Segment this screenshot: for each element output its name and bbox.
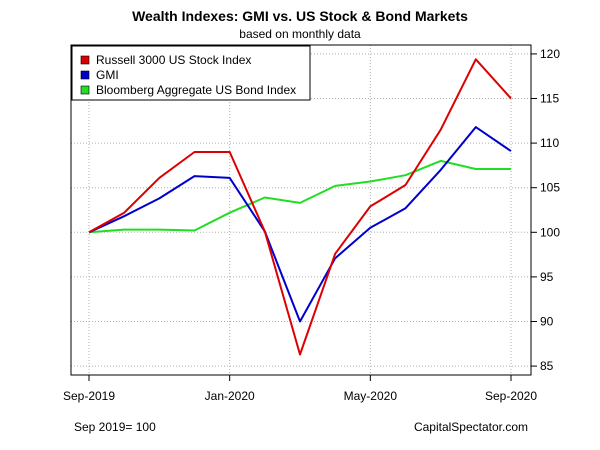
legend-label: Bloomberg Aggregate US Bond Index — [96, 83, 296, 97]
legend-swatch — [80, 85, 90, 95]
x-tick-label: Sep-2019 — [63, 389, 115, 403]
x-tick-label: May-2020 — [344, 389, 398, 403]
y-tick-label: 105 — [540, 181, 560, 195]
legend: Russell 3000 US Stock IndexGMIBloomberg … — [71, 45, 311, 101]
series-line — [88, 58, 512, 356]
plot-frame — [70, 44, 532, 376]
x-tick-label: Sep-2020 — [485, 389, 537, 403]
y-tick-label: 100 — [540, 225, 560, 239]
y-tick-label: 110 — [540, 136, 559, 150]
legend-swatch — [80, 55, 90, 65]
series-line — [88, 159, 511, 234]
x-tick-label: Jan-2020 — [205, 389, 255, 403]
legend-label: GMI — [96, 68, 119, 82]
series-line — [88, 126, 512, 323]
y-tick-label: 85 — [540, 359, 554, 373]
chart-subtitle: based on monthly data — [239, 27, 361, 41]
y-tick-label: 120 — [540, 47, 560, 61]
y-tick-label: 90 — [540, 314, 554, 328]
baseline-note: Sep 2019= 100 — [74, 420, 156, 434]
legend-label: Russell 3000 US Stock Index — [96, 53, 251, 67]
y-tick-label: 115 — [540, 92, 559, 106]
source-credit: CapitalSpectator.com — [413, 420, 528, 434]
axis-layer: 85 90 95 100 105 110 115 120 Sep-2019 Jan-2020 May… — [63, 47, 560, 403]
chart-title: Wealth Indexes: GMI vs. US Stock & Bond … — [132, 8, 468, 24]
legend-swatch — [80, 70, 90, 80]
legend-box — [71, 45, 311, 101]
series-layer — [88, 58, 512, 356]
y-tick-label: 95 — [540, 270, 554, 284]
